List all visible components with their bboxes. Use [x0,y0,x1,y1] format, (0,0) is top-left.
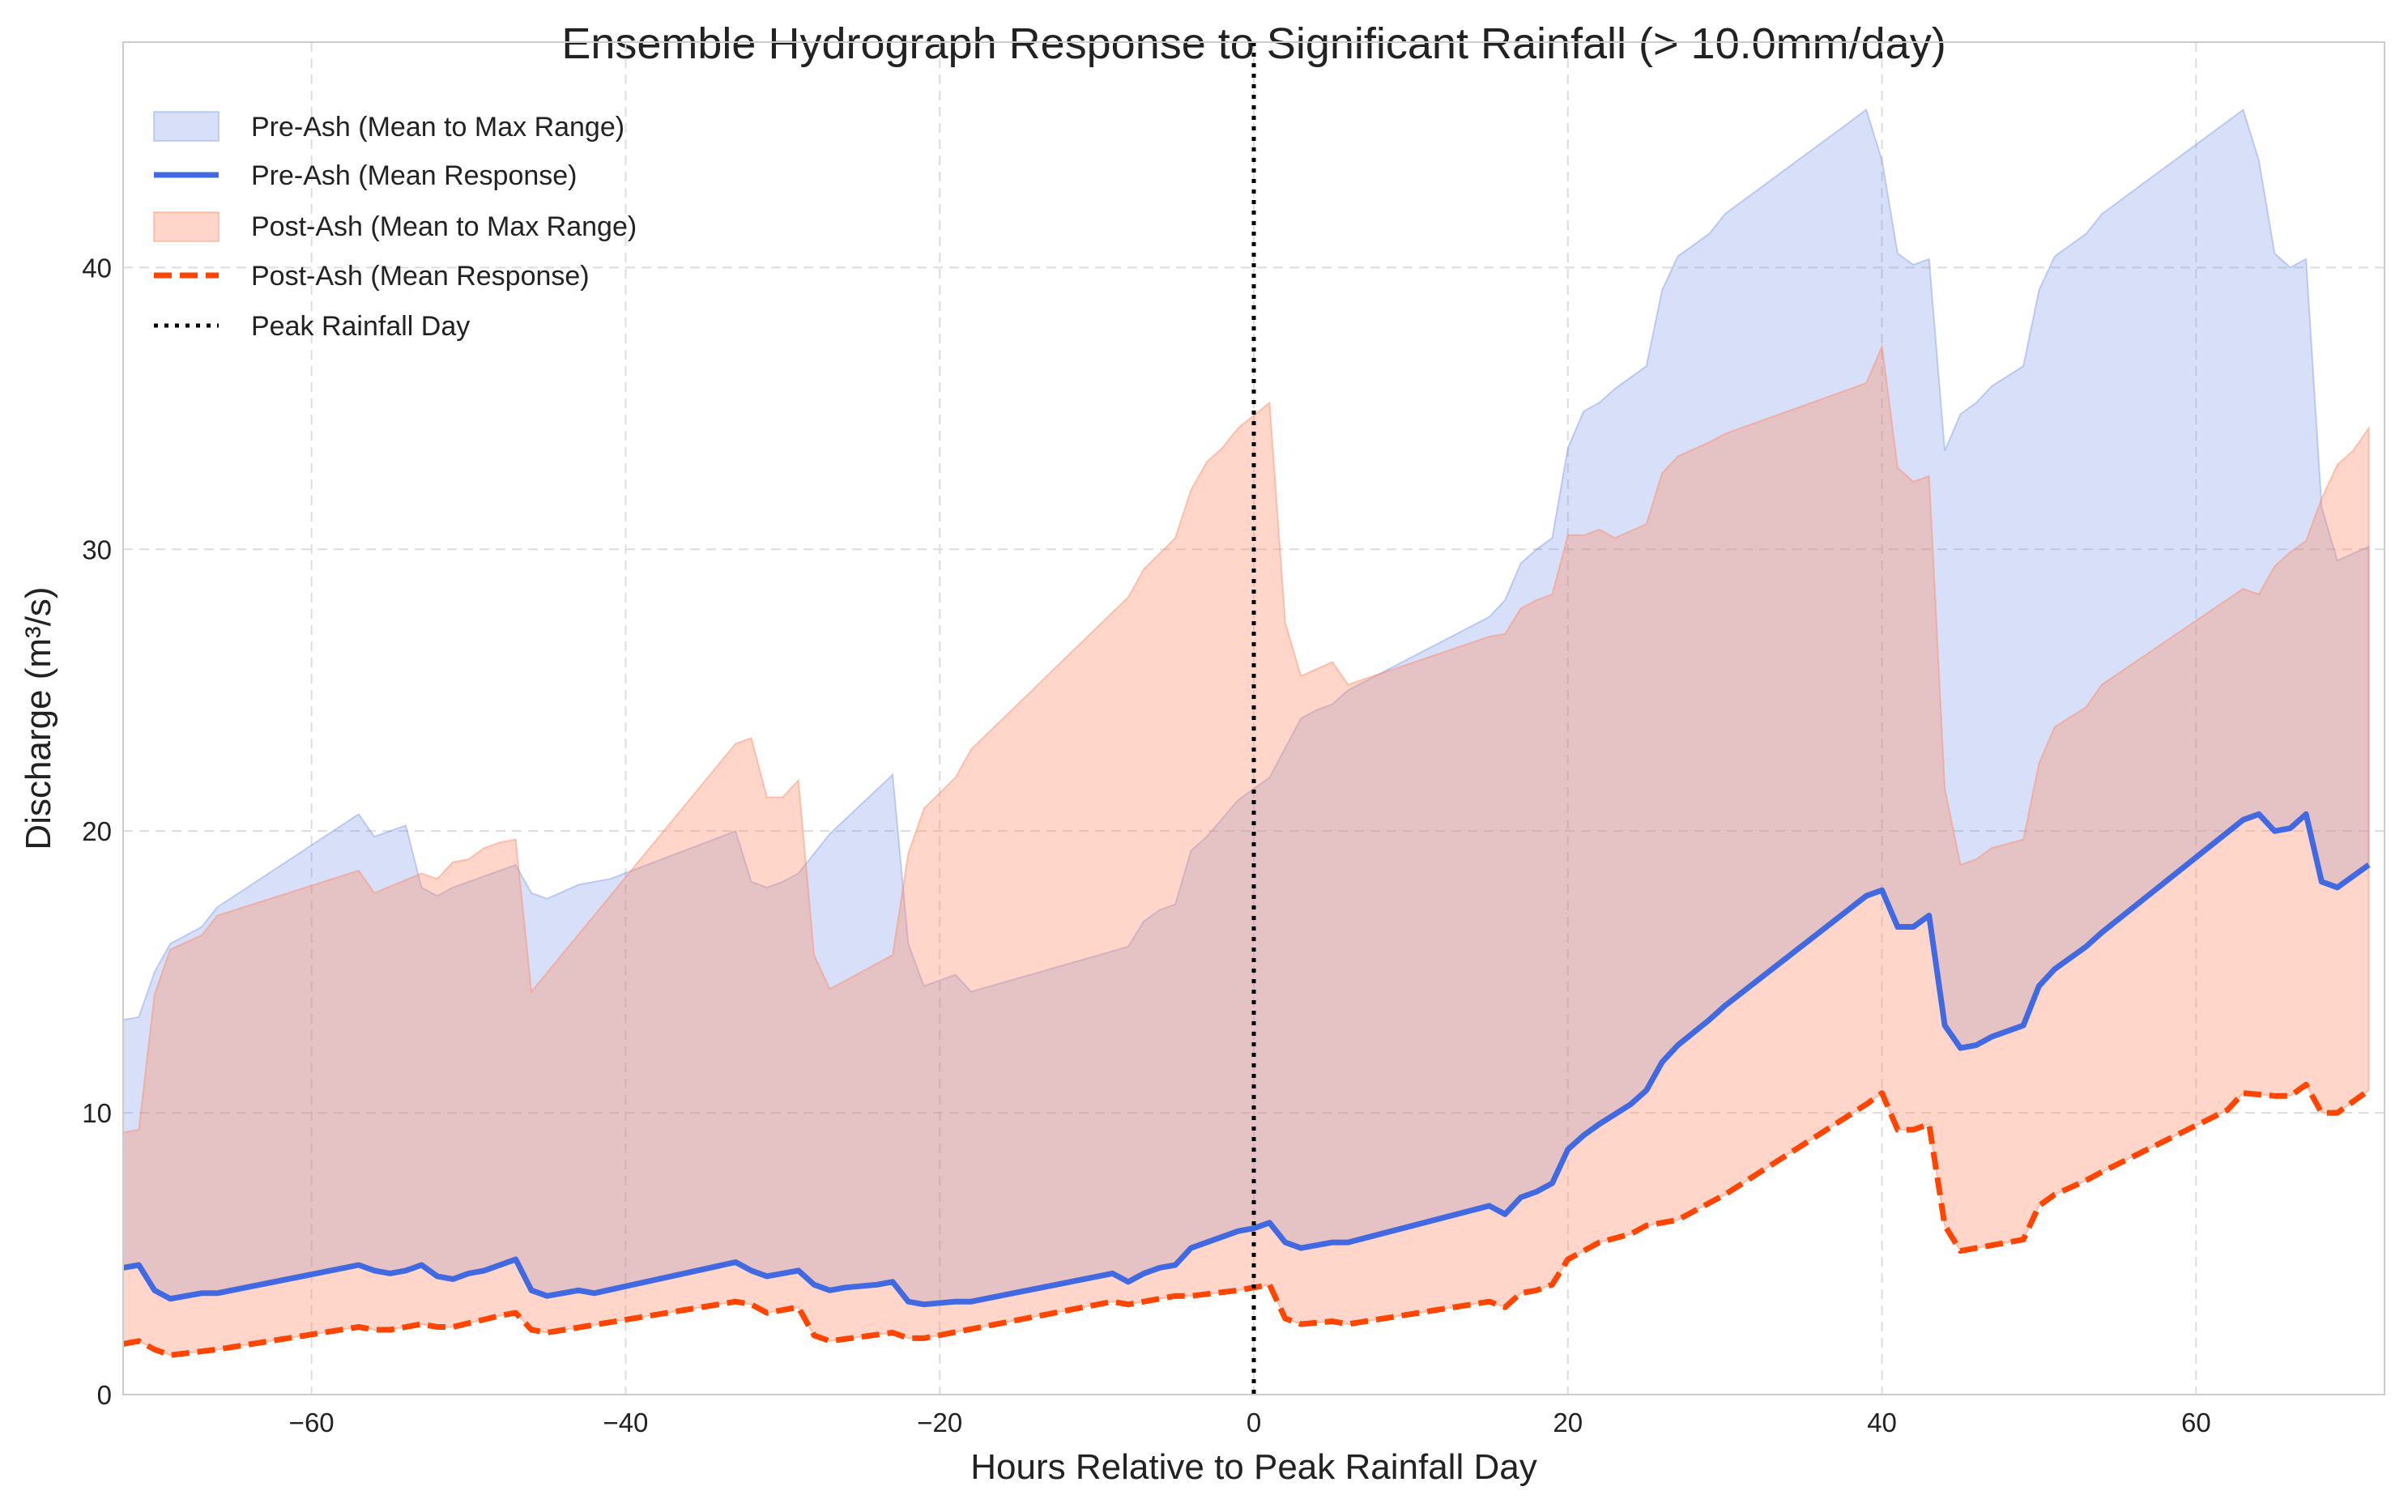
legend: Pre-Ash (Mean to Max Range) Pre-Ash (Mea… [153,111,637,342]
x-tick-label: −60 [289,1408,335,1437]
line-post-ash-mean [122,1081,2371,1358]
x-axis-label: Hours Relative to Peak Rainfall Day [970,1447,1536,1487]
legend-label-peak-rainfall: Peak Rainfall Day [251,311,470,342]
x-tick-label: −40 [603,1408,648,1437]
y-tick-label: 10 [82,1098,112,1128]
legend-swatch-post-ash-range [153,211,219,242]
x-tick-label: 0 [1247,1408,1261,1437]
legend-label-pre-ash-range: Pre-Ash (Mean to Max Range) [251,112,624,143]
y-axis-label: Discharge (m³/s) [19,586,58,850]
line-pre-ash-mean [122,811,2371,1308]
plot-frame [122,41,2385,1395]
y-tick-label: 40 [82,253,112,283]
legend-label-post-ash-range: Post-Ash (Mean to Max Range) [251,211,637,242]
y-tick-label: 0 [97,1380,112,1410]
legend-label-pre-ash-mean: Pre-Ash (Mean Response) [251,160,577,191]
x-axis-ticks: −60 −40 −20 0 20 40 60 [289,1408,2211,1437]
x-tick-label: −20 [917,1408,962,1437]
y-tick-label: 20 [82,816,112,846]
x-tick-label: 40 [1867,1408,1897,1437]
legend-label-post-ash-mean: Post-Ash (Mean Response) [251,261,590,292]
x-tick-label: 60 [2181,1408,2211,1437]
y-tick-label: 30 [82,535,112,564]
y-axis-ticks: 0 10 20 30 40 [82,253,112,1410]
x-tick-label: 20 [1553,1408,1583,1437]
plot-area [122,108,2371,1358]
band-post-ash-range [122,343,2370,1357]
legend-swatch-pre-ash-range [153,111,219,142]
